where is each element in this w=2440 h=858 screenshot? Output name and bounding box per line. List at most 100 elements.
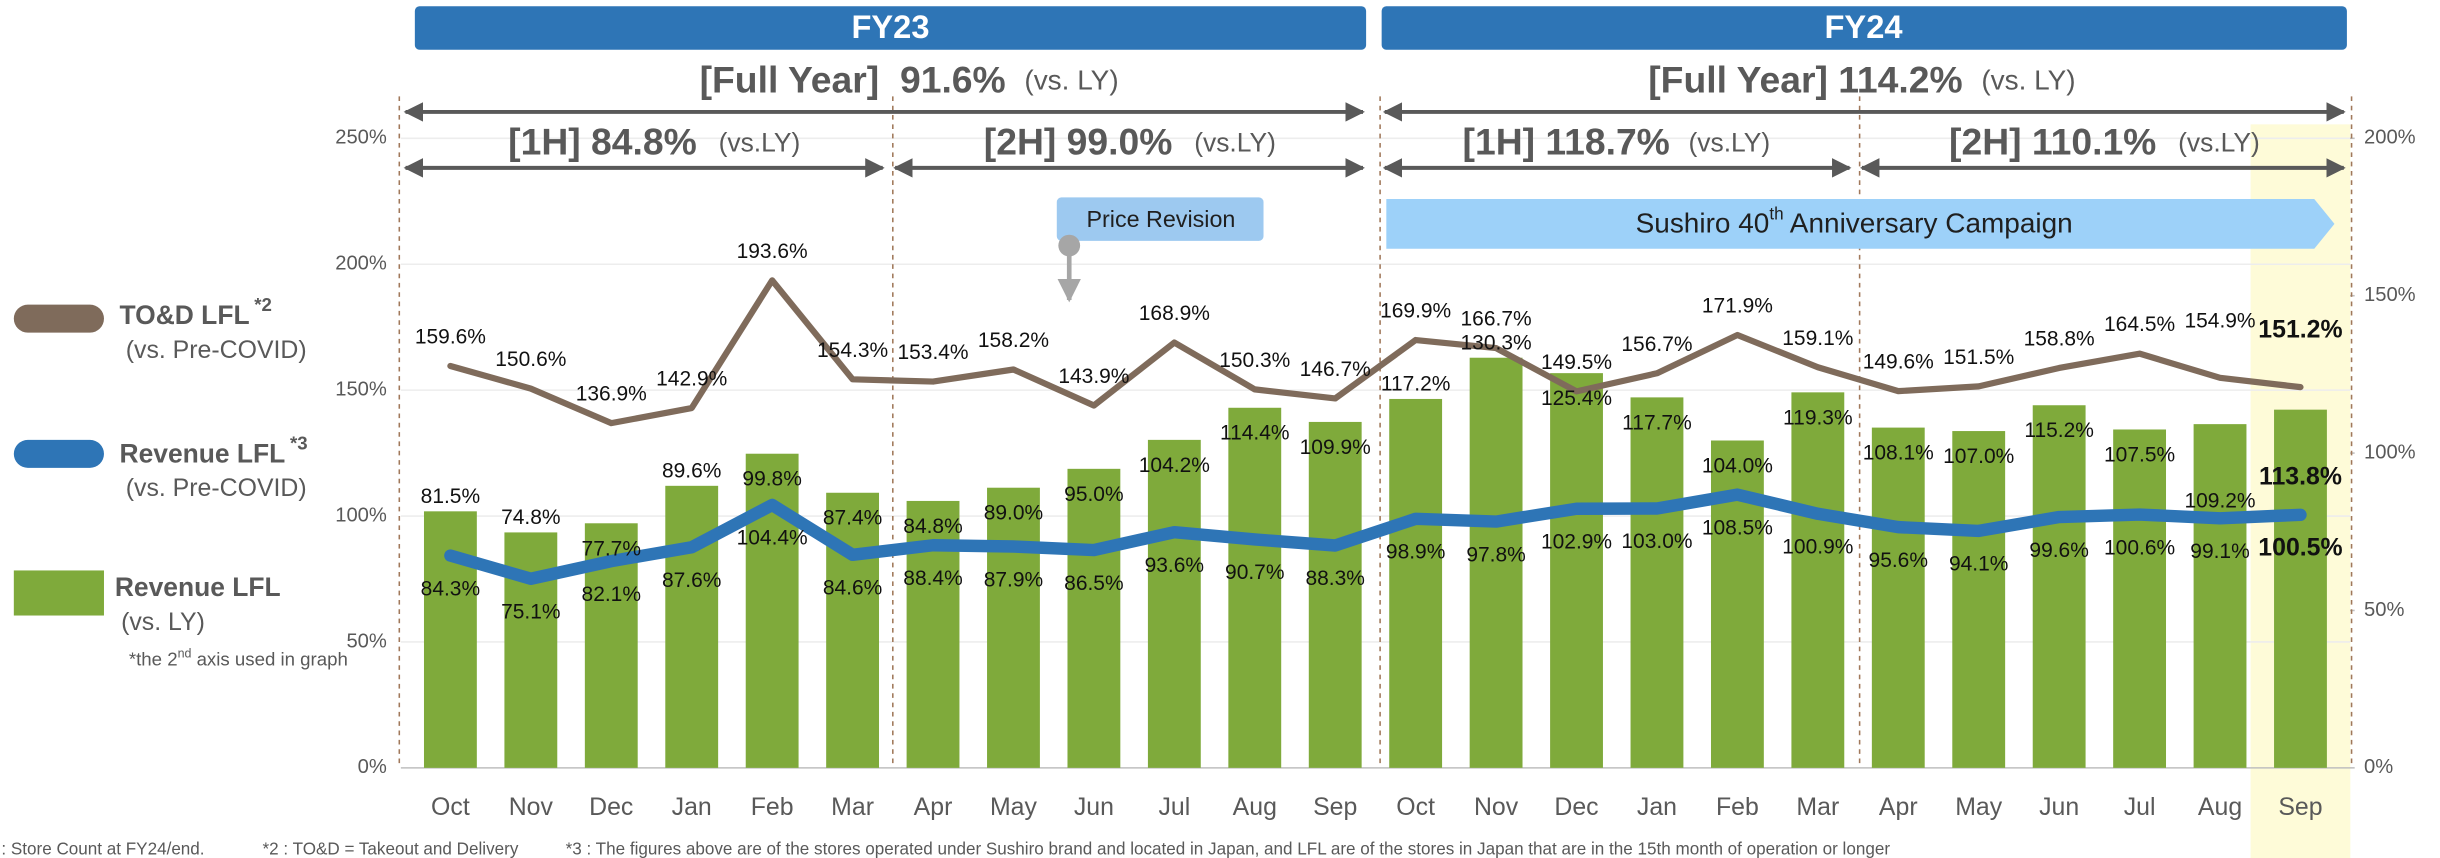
full-year-note: (vs. LY) (1024, 65, 1118, 96)
x-tick-label: Aug (2198, 793, 2242, 821)
data-label: 84.6% (823, 577, 882, 600)
x-tick-label: Dec (1554, 793, 1598, 821)
data-label: 95.6% (1869, 549, 1928, 572)
data-label: 81.5% (421, 485, 480, 508)
data-label: 168.9% (1139, 302, 1210, 325)
x-tick-label: Feb (751, 793, 794, 821)
bar (1630, 397, 1684, 768)
bar (1550, 373, 1603, 768)
full-year-label: [Full Year] 91.6% (vs. LY) (700, 58, 1119, 100)
x-tick-label: Oct (1396, 793, 1435, 821)
bar (2193, 424, 2247, 768)
data-label: 171.9% (1702, 295, 1773, 318)
bar (987, 487, 1040, 768)
period-label: FY24 (1825, 8, 1903, 45)
data-label: 88.4% (903, 567, 962, 590)
bar (1147, 439, 1201, 768)
half-label: [1H] 84.8% (vs.LY) (508, 120, 800, 162)
half-note: (vs.LY) (1689, 128, 1771, 158)
data-label: 154.3% (817, 339, 888, 362)
data-label: 151.2% (2258, 316, 2342, 344)
data-label: 98.9% (1386, 541, 1445, 564)
half-label: [1H] 118.7% (vs.LY) (1463, 120, 1771, 162)
data-label: 143.9% (1058, 365, 1129, 388)
y2-tick-label: 150% (2364, 284, 2416, 306)
data-label: 166.7% (1461, 308, 1532, 331)
bar (665, 485, 719, 768)
data-label: 117.2% (1381, 373, 1451, 396)
data-label: 156.7% (1621, 333, 1692, 356)
y-tick-label: 50% (346, 630, 386, 652)
data-label: 169.9% (1380, 300, 1451, 323)
x-tick-label: Jul (2124, 793, 2156, 821)
full-year-value: [Full Year] 91.6% (700, 58, 1006, 100)
x-tick-label: Mar (831, 793, 874, 821)
half-value: [1H] 118.7% (1463, 120, 1670, 162)
price-revision-box (1056, 197, 1264, 241)
data-label: 104.0% (1702, 454, 1773, 477)
data-label: 89.0% (984, 502, 1043, 525)
data-label: 104.2% (1139, 454, 1210, 477)
half-label: [2H] 99.0% (vs.LY) (984, 120, 1276, 162)
data-label: 99.8% (742, 468, 801, 491)
bar (1067, 468, 1121, 768)
bar (1308, 421, 1362, 768)
campaign-arrow (1386, 198, 2335, 249)
legend-subtitle: (vs. LY) (121, 608, 205, 636)
legend-note: *the 2nd axis used in graph (129, 647, 348, 670)
x-tick-label: Aug (1233, 793, 1277, 821)
data-label: 95.0% (1064, 483, 1123, 506)
x-tick-label: Jul (1158, 793, 1190, 821)
data-label: 164.5% (2104, 313, 2175, 336)
fy23-header-bar (414, 6, 1367, 50)
data-label: 87.6% (662, 569, 721, 592)
fy24-header-bar (1381, 6, 2347, 50)
data-label: 100.6% (2104, 536, 2175, 559)
footnote: *3 : The figures above are of the stores… (566, 840, 1891, 858)
data-label: 151.5% (1943, 346, 2014, 369)
campaign-label: Sushiro 40th Anniversary Campaign (1636, 204, 2073, 239)
data-label: 114.4% (1220, 422, 1290, 445)
legend-name: Revenue LFL (115, 572, 281, 602)
data-label: 82.1% (582, 583, 641, 606)
data-label: 94.1% (1949, 553, 2008, 576)
bar (2113, 429, 2167, 768)
x-tick-label: Feb (1716, 793, 1759, 821)
bar (2032, 405, 2086, 768)
y2-tick-label: 200% (2364, 127, 2416, 149)
data-label: 84.3% (421, 577, 480, 600)
data-label: 99.6% (2029, 539, 2088, 562)
data-label: 150.6% (495, 348, 566, 371)
data-label: 115.2% (2024, 419, 2094, 442)
half-label: [2H] 110.1% (vs.LY) (1949, 120, 2260, 162)
data-label: 108.5% (1702, 516, 1773, 539)
y-tick-label: 0% (358, 756, 387, 778)
data-label: 90.7% (1225, 561, 1284, 584)
data-label: 149.6% (1863, 351, 1934, 374)
price-revision-label: Price Revision (1086, 206, 1235, 232)
data-label: 107.0% (1943, 445, 2014, 468)
data-label: 149.5% (1541, 351, 1612, 374)
y-tick-label: 200% (335, 253, 387, 275)
legend-note: *3 (290, 432, 308, 453)
x-tick-label: Jan (1637, 793, 1677, 821)
campaign-text: Anniversary Campaign (1784, 208, 2073, 239)
y-tick-label: 150% (335, 378, 387, 400)
x-tick-label: Nov (509, 793, 554, 821)
data-label: 103.0% (1621, 530, 1692, 553)
data-label: 75.1% (501, 600, 560, 623)
period-label: FY23 (851, 8, 929, 45)
data-label: 153.4% (897, 341, 968, 364)
bar (1871, 427, 1925, 768)
data-label: 142.9% (656, 368, 727, 391)
bar (1952, 431, 2006, 768)
legend-label: TO&D LFL *2 (120, 294, 272, 330)
x-tick-label: Sep (2278, 793, 2322, 821)
x-tick-label: Sep (1313, 793, 1357, 821)
x-tick-label: Oct (431, 793, 470, 821)
full-year-value: [Full Year] 114.2% (1648, 58, 1962, 100)
data-label: 100.9% (1782, 536, 1853, 559)
bar (1469, 357, 1523, 768)
data-label: 130.3% (1461, 331, 1532, 354)
